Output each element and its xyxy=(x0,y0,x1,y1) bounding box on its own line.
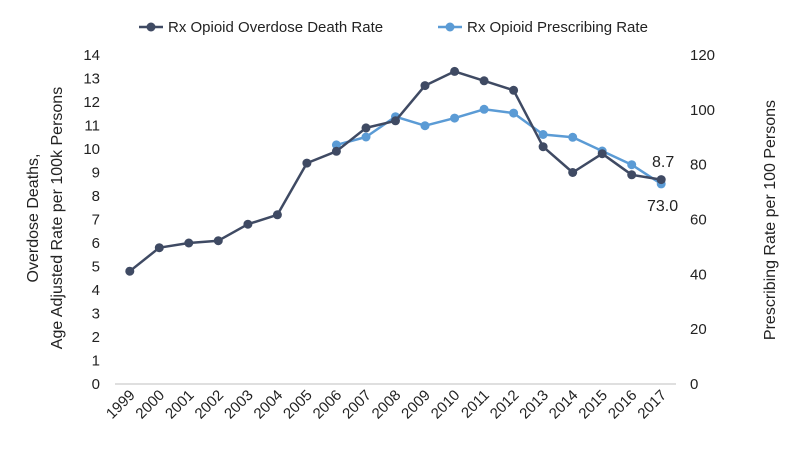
left-tick-8: 8 xyxy=(92,188,100,205)
death-rate-point-2002 xyxy=(213,236,223,246)
left-tick-6: 6 xyxy=(92,235,100,252)
death-rate-point-2013 xyxy=(538,142,548,152)
left-tick-11: 11 xyxy=(84,118,100,135)
left-tick-0: 0 xyxy=(92,376,100,393)
rx-rate-point-2013 xyxy=(538,130,548,139)
left-tick-7: 7 xyxy=(92,212,100,229)
x-tick-2000: 2000 xyxy=(132,387,168,423)
x-tick-2006: 2006 xyxy=(310,387,346,423)
legend-marker-rx xyxy=(445,22,455,32)
left-tick-4: 4 xyxy=(92,282,100,299)
x-tick-2002: 2002 xyxy=(192,387,228,423)
death-rate-point-2003 xyxy=(243,219,253,229)
x-tick-2016: 2016 xyxy=(605,387,641,423)
x-tick-2012: 2012 xyxy=(487,387,523,423)
death-rate-point-2010 xyxy=(450,66,460,76)
left-tick-9: 9 xyxy=(92,165,100,182)
left-tick-14: 14 xyxy=(83,47,100,64)
x-tick-labels: 1999200020012002200320042005200620072008… xyxy=(103,387,670,423)
legend-label-death: Rx Opioid Overdose Death Rate xyxy=(168,19,383,36)
legend-label-rx: Rx Opioid Prescribing Rate xyxy=(467,19,648,36)
rx-rate-point-2011 xyxy=(479,104,489,114)
left-tick-2: 2 xyxy=(92,329,100,346)
x-tick-2001: 2001 xyxy=(162,387,198,423)
right-axis-title: Prescribing Rate per 100 Persons xyxy=(762,100,779,340)
rx-rate-point-2006 xyxy=(331,140,341,150)
right-tick-20: 20 xyxy=(690,321,707,338)
death-rate-point-2004 xyxy=(272,210,282,220)
right-tick-60: 60 xyxy=(690,212,707,229)
rx-rate-point-2010 xyxy=(450,113,460,123)
death-rate-point-2005 xyxy=(302,158,312,168)
series-death-rate xyxy=(125,66,666,276)
death-rate-point-2015 xyxy=(597,149,607,159)
right-tick-100: 100 xyxy=(690,102,715,119)
right-tick-120: 120 xyxy=(690,47,715,64)
death-rate-point-2011 xyxy=(479,76,489,86)
x-tick-2004: 2004 xyxy=(251,387,287,423)
rx-rate-point-2012 xyxy=(509,108,519,118)
x-tick-2007: 2007 xyxy=(339,387,375,423)
death-rate-point-1999 xyxy=(125,266,135,276)
death-rate-point-2007 xyxy=(361,123,371,133)
x-tick-2017: 2017 xyxy=(634,387,670,423)
x-tick-2014: 2014 xyxy=(546,387,582,423)
death-rate-point-2016 xyxy=(627,170,637,180)
legend-marker-death xyxy=(146,22,156,32)
rx-rate-point-2007 xyxy=(361,132,371,142)
death-rate-point-2014 xyxy=(568,168,578,177)
x-tick-2015: 2015 xyxy=(575,387,611,423)
x-tick-2013: 2013 xyxy=(516,387,552,423)
x-tick-2005: 2005 xyxy=(280,387,316,423)
left-tick-10: 10 xyxy=(83,141,100,158)
left-tick-5: 5 xyxy=(92,259,100,276)
x-tick-2003: 2003 xyxy=(221,387,257,423)
left-axis-title-line2: Age Adjusted Rate per 100k Persons xyxy=(49,87,66,349)
x-tick-2009: 2009 xyxy=(398,387,434,423)
legend: Rx Opioid Overdose Death Rate Rx Opioid … xyxy=(139,19,648,36)
rx-rate-point-2009 xyxy=(420,121,430,131)
death-rate-point-2001 xyxy=(184,238,194,248)
x-tick-1999: 1999 xyxy=(103,387,139,423)
rx-rate-line xyxy=(336,108,662,185)
right-tick-40: 40 xyxy=(690,266,707,283)
data-label-rx-2017: 73.0 xyxy=(647,198,678,215)
rx-rate-point-2014 xyxy=(568,132,578,142)
death-rate-point-2017 xyxy=(656,175,666,185)
death-rate-line xyxy=(129,70,662,273)
death-rate-point-2012 xyxy=(509,85,519,95)
x-tick-2008: 2008 xyxy=(369,387,405,423)
right-tick-labels: 0 20 40 60 80 100 120 xyxy=(690,47,715,393)
left-axis-title-line1: Overdose Deaths, xyxy=(25,154,42,283)
right-tick-0: 0 xyxy=(690,376,698,393)
death-rate-point-2006 xyxy=(331,146,341,156)
left-tick-1: 1 xyxy=(92,353,100,370)
death-rate-point-2000 xyxy=(154,243,164,253)
data-label-death-2017: 8.7 xyxy=(652,154,674,171)
x-tick-2011: 2011 xyxy=(458,387,493,422)
death-rate-point-2009 xyxy=(420,81,430,91)
right-tick-80: 80 xyxy=(690,157,707,174)
x-tick-2010: 2010 xyxy=(428,387,464,423)
left-tick-12: 12 xyxy=(83,94,100,111)
rx-rate-point-2016 xyxy=(627,160,637,170)
left-tick-13: 13 xyxy=(83,71,100,88)
left-tick-3: 3 xyxy=(92,306,100,323)
series-prescribing-rate xyxy=(331,104,666,189)
death-rate-point-2008 xyxy=(391,116,400,126)
